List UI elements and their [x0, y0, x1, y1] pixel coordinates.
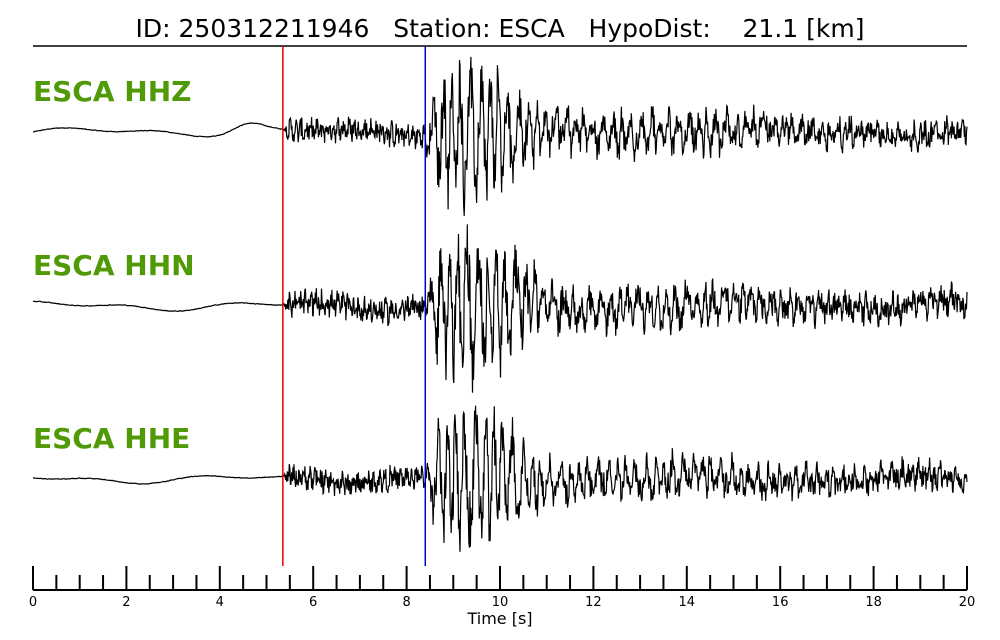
trace-esca-hhe [32, 405, 968, 552]
x-tick-label: 0 [29, 595, 37, 610]
trace-esca-hhz [33, 56, 968, 216]
x-tick-label: 4 [216, 595, 224, 610]
chart-title: ID: 250312211946 Station: ESCA HypoDist:… [136, 14, 865, 43]
trace-esca-hhn [32, 224, 968, 393]
x-tick-label: 2 [122, 595, 130, 610]
x-tick-label: 14 [679, 595, 696, 610]
time-axis: 0 2 4 6 8 10 12 14 16 18 20 [29, 566, 975, 610]
x-tick-label: 20 [959, 595, 976, 610]
x-axis-label: Time [s] [466, 609, 532, 628]
traces-group [32, 56, 968, 552]
x-tick-label: 6 [309, 595, 317, 610]
x-tick-label: 10 [492, 595, 509, 610]
x-tick-label: 12 [585, 595, 602, 610]
x-tick-label: 8 [402, 595, 410, 610]
x-tick-label: 16 [772, 595, 789, 610]
trace-label-hhn: ESCA HHN [33, 249, 195, 282]
x-tick-label: 18 [865, 595, 882, 610]
trace-label-hhe: ESCA HHE [33, 422, 190, 455]
trace-label-hhz: ESCA HHZ [33, 75, 191, 108]
phase-markers [282, 46, 427, 566]
